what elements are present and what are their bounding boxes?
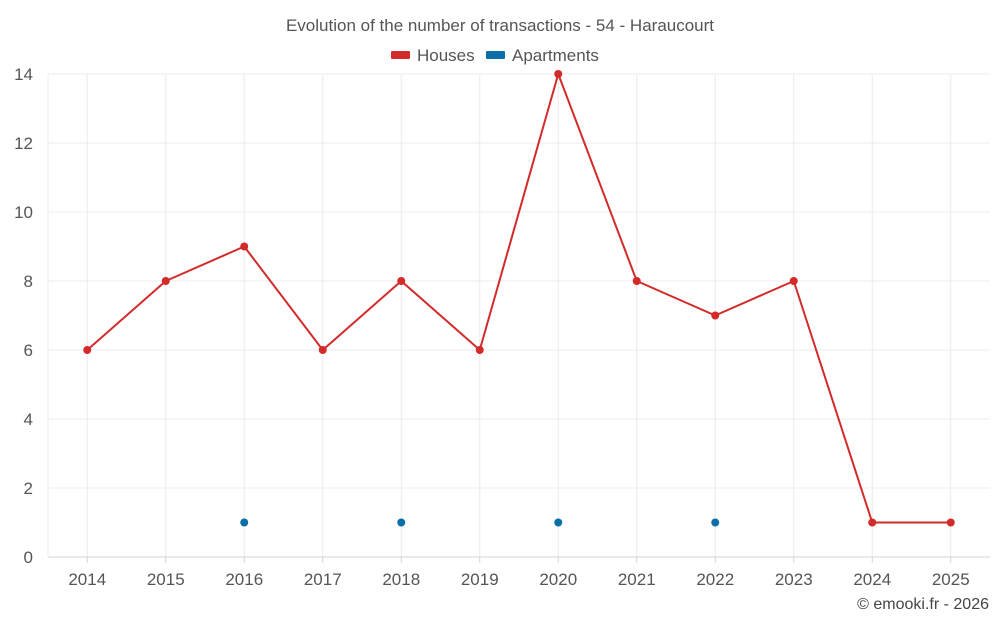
x-tick-label: 2022 [696, 570, 734, 589]
legend-item-houses[interactable]: Houses [391, 46, 475, 65]
data-point-apartments-2018[interactable] [397, 518, 406, 527]
credit-text: © emooki.fr - 2026 [857, 596, 989, 613]
data-point-apartments-2016[interactable] [240, 518, 249, 527]
series-apartments [240, 518, 720, 527]
x-tick-label: 2014 [68, 570, 106, 589]
y-tick-label: 12 [14, 134, 33, 153]
y-tick-label: 8 [24, 272, 33, 291]
x-tick-label: 2025 [932, 570, 970, 589]
data-point-houses-2023[interactable] [789, 277, 798, 285]
legend: Houses Apartments [391, 46, 599, 65]
data-point-houses-2016[interactable] [240, 242, 249, 251]
data-point-houses-2021[interactable] [632, 277, 641, 285]
x-tick-label: 2020 [539, 570, 577, 589]
data-point-houses-2017[interactable] [318, 346, 327, 354]
x-tick-label: 2021 [618, 570, 656, 589]
data-point-houses-2019[interactable] [475, 346, 484, 354]
x-tick-label: 2024 [853, 570, 891, 589]
data-point-houses-2022[interactable] [711, 311, 720, 320]
legend-label-houses: Houses [417, 46, 475, 65]
data-point-houses-2020[interactable] [554, 70, 563, 78]
data-point-houses-2015[interactable] [161, 277, 170, 285]
x-tick-label: 2015 [147, 570, 185, 589]
x-tick-label: 2017 [304, 570, 342, 589]
y-tick-label: 14 [14, 65, 33, 84]
legend-item-apartments[interactable]: Apartments [486, 46, 599, 65]
x-tick-label: 2018 [382, 570, 420, 589]
series-layer [83, 70, 955, 527]
data-point-houses-2024[interactable] [868, 518, 877, 527]
x-tick-label: 2016 [225, 570, 263, 589]
legend-swatch-apartments [486, 51, 505, 59]
series-houses [83, 70, 955, 527]
data-point-apartments-2022[interactable] [711, 518, 720, 527]
chart-title: Evolution of the number of transactions … [286, 16, 714, 35]
legend-swatch-houses [391, 51, 410, 59]
legend-label-apartments: Apartments [512, 46, 599, 65]
y-tick-label: 10 [14, 203, 33, 222]
data-point-apartments-2020[interactable] [554, 518, 563, 527]
y-tick-label: 4 [24, 410, 33, 429]
y-tick-label: 2 [24, 479, 33, 498]
data-point-houses-2014[interactable] [83, 346, 92, 354]
axes: 0 2 4 6 8 10 12 14 2014 2015 2016 2017 2018 2019 2020 2… [14, 65, 990, 589]
series-line-houses [86, 73, 951, 524]
data-point-houses-2018[interactable] [397, 277, 406, 285]
data-point-houses-2025[interactable] [946, 518, 955, 527]
x-tick-label: 2023 [775, 570, 813, 589]
y-tick-label: 6 [24, 341, 33, 360]
grid [48, 73, 990, 557]
y-tick-label: 0 [24, 548, 33, 567]
x-tick-label: 2019 [461, 570, 499, 589]
